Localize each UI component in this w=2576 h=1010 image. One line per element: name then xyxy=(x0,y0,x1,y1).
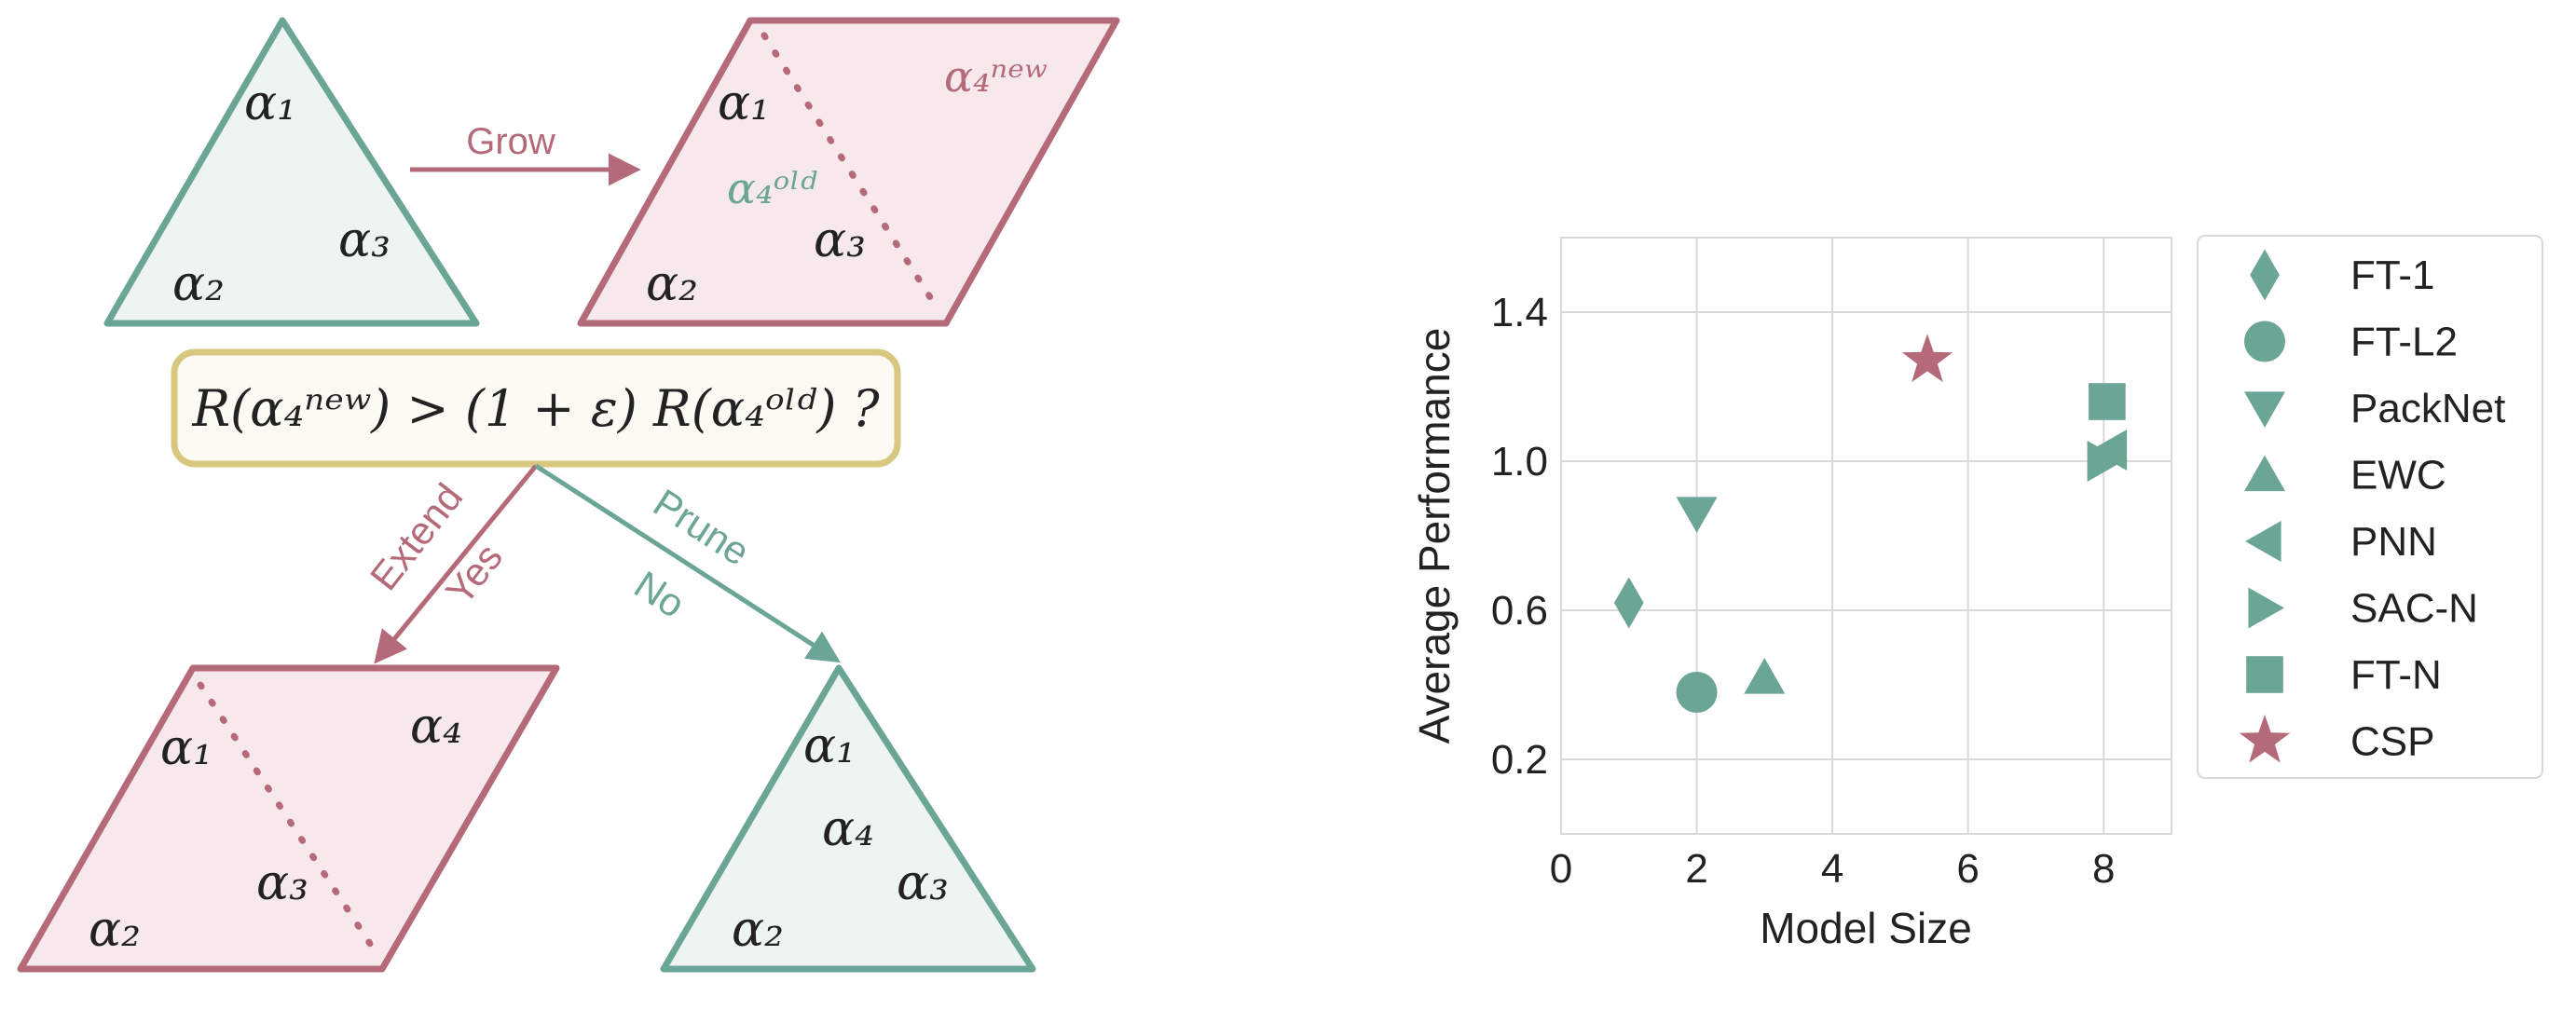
scatter-chart: 0 2 4 6 8 0.2 0.6 1.0 1.4 Model Size Average Per… xyxy=(1410,235,2543,952)
alpha4-old-label: α₄ᵒˡᵈ xyxy=(727,163,817,213)
condition-box xyxy=(171,348,901,468)
legend-label-packnet: PackNet xyxy=(2350,386,2505,431)
legend-marker-ft-l2 xyxy=(2244,321,2285,362)
legend-marker-csp xyxy=(2239,714,2291,763)
grow-label: Grow xyxy=(466,121,555,162)
legend-label-ft-1: FT-1 xyxy=(2350,252,2434,298)
plot-area xyxy=(1560,237,2172,835)
no-label: No xyxy=(627,563,693,627)
legend-label-ft-l2: FT-L2 xyxy=(2350,320,2458,365)
alpha1-label: α₁ xyxy=(718,75,770,131)
legend-label-ewc: EWC xyxy=(2350,453,2446,498)
point-csp xyxy=(1901,334,1953,383)
alpha4-label: α₄ xyxy=(410,699,462,755)
data-points xyxy=(1613,334,2128,713)
alpha3-label: α₃ xyxy=(338,212,391,268)
alpha4-new-label: α₄ⁿᵉʷ xyxy=(944,51,1048,102)
initial-triangle xyxy=(103,17,480,327)
point-ft-1 xyxy=(1613,577,1644,629)
point-packnet xyxy=(1676,497,1718,533)
legend-label-sac-n: SAC-N xyxy=(2350,586,2478,632)
legend-marker-ewc xyxy=(2244,455,2285,492)
alpha3-label: α₃ xyxy=(256,855,308,911)
y-tick-label: 1.0 xyxy=(1491,439,1548,485)
legend-label-csp: CSP xyxy=(2350,719,2434,765)
alpha1-label: α₁ xyxy=(244,75,296,131)
grown-parallelogram xyxy=(577,17,1120,327)
y-axis-label: Average Performance xyxy=(1410,328,1459,744)
extended-parallelogram xyxy=(17,664,560,973)
point-ft-n xyxy=(2089,383,2126,420)
legend-marker-pnn xyxy=(2245,521,2281,562)
flow-diagram: α₁ α₂ α₃ Grow α₁ α₄ⁿᵉʷ α₄ᵒˡᵈ α₃ α₂ R(α₄ⁿ… xyxy=(17,17,1120,973)
legend-label-ft-n: FT-N xyxy=(2350,652,2442,698)
legend-box xyxy=(2197,235,2543,779)
alpha3-label: α₃ xyxy=(897,855,949,911)
alpha3-label: α₃ xyxy=(814,212,866,268)
y-tick-label: 0.2 xyxy=(1491,737,1548,783)
y-tick-label: 1.4 xyxy=(1491,290,1548,335)
legend-marker-ft-1 xyxy=(2250,249,2280,301)
prune-arrow xyxy=(534,463,841,663)
condition-text: R(α₄ⁿᵉʷ) > (1 + ε) R(α₄ᵒˡᵈ) ? xyxy=(191,379,880,438)
legend-marker-packnet xyxy=(2244,391,2285,428)
x-tick-label: 6 xyxy=(1956,846,1979,892)
alpha1-label: α₁ xyxy=(160,720,212,776)
alpha1-label: α₁ xyxy=(803,718,856,774)
pruned-triangle xyxy=(660,664,1036,973)
x-axis-label: Model Size xyxy=(1760,904,1972,952)
alpha2-label: α₂ xyxy=(646,256,698,312)
alpha4-label: α₄ xyxy=(822,801,874,857)
legend-marker-ft-n xyxy=(2246,656,2283,693)
x-tick-label: 4 xyxy=(1821,846,1843,892)
yes-label: Yes xyxy=(437,536,511,613)
legend: FT-1 FT-L2 PackNet EWC PNN SAC-N FT-N CSP xyxy=(2239,249,2505,765)
point-sac-n xyxy=(2087,441,2124,482)
alpha2-label: α₂ xyxy=(172,256,225,312)
tick-labels: 0 2 4 6 8 0.2 0.6 1.0 1.4 xyxy=(1491,290,2116,892)
prune-label: Prune xyxy=(646,481,758,574)
dotted-divider xyxy=(760,32,940,311)
point-ft-l2 xyxy=(1676,672,1718,713)
x-tick-label: 0 xyxy=(1550,846,1572,892)
alpha2-label: α₂ xyxy=(89,902,141,958)
legend-label-pnn: PNN xyxy=(2350,519,2437,565)
grid xyxy=(1560,238,2172,834)
legend-marker-sac-n xyxy=(2248,587,2284,629)
point-ewc xyxy=(1744,658,1786,694)
dotted-divider xyxy=(197,681,381,959)
alpha2-label: α₂ xyxy=(732,902,784,958)
extend-arrow xyxy=(374,464,538,664)
x-tick-label: 2 xyxy=(1685,846,1707,892)
x-tick-label: 8 xyxy=(2092,846,2115,892)
y-tick-label: 0.6 xyxy=(1491,588,1548,634)
